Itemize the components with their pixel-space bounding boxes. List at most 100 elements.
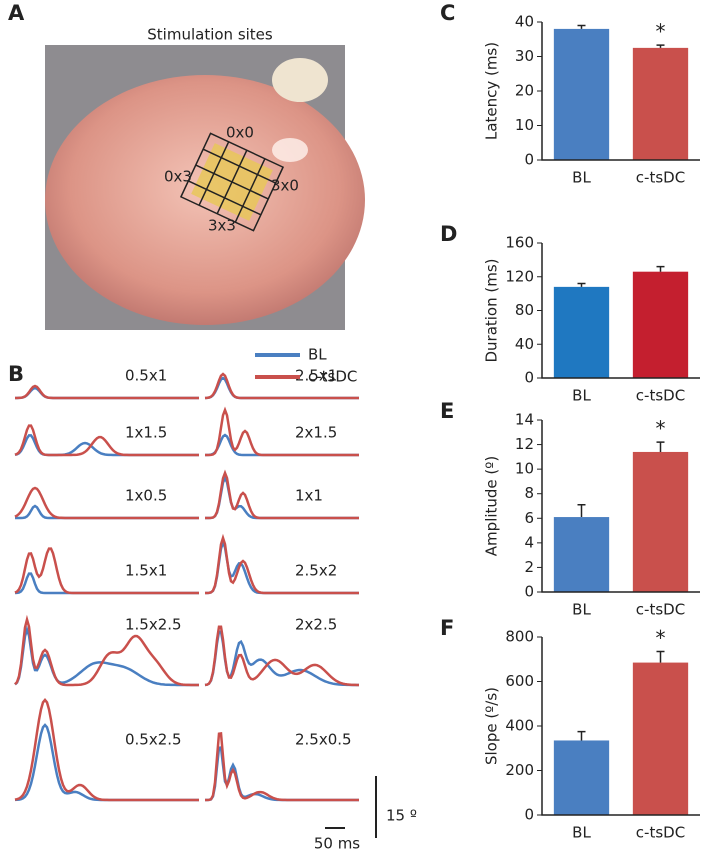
y-tick-label: 40 <box>515 335 534 353</box>
y-tick-label: 0 <box>524 369 534 387</box>
x-tick-label: BL <box>572 601 591 619</box>
y-tick-label: 400 <box>505 717 534 735</box>
error-bar <box>656 441 665 452</box>
axes <box>541 243 700 379</box>
traces: 0.5x1 2.5x1 1x1.5 2x1.5 1x0.5 1x1 1.5x1 2.5x2 1.… <box>14 367 359 802</box>
y-axis-label: Latency (ms) <box>483 42 501 140</box>
y-tick-label: 2 <box>524 558 534 576</box>
trace <box>14 698 199 802</box>
y-tick-label: 200 <box>505 761 534 779</box>
error-bar <box>577 730 586 741</box>
trace <box>14 547 199 595</box>
x-tick-label: c-tsDC <box>636 387 685 405</box>
olfactory-bulb <box>272 58 328 102</box>
annotation: * <box>656 417 666 441</box>
y-tick-label: 12 <box>515 435 534 453</box>
error-bar <box>577 504 586 518</box>
annotation: * <box>656 626 666 650</box>
y-tick-label: 600 <box>505 672 534 690</box>
y-tick-label: 14 <box>515 411 534 429</box>
y-axis-label: Amplitude (º) <box>483 456 501 556</box>
error-bar <box>577 282 586 287</box>
bar <box>632 47 689 160</box>
site-label: 3x0 <box>271 177 299 195</box>
trace-label: 1x1.5 <box>125 424 167 442</box>
stimulation-grid <box>179 132 285 232</box>
bar <box>632 271 689 378</box>
y-tick-label: 0 <box>524 806 534 824</box>
bar <box>553 517 610 592</box>
trace <box>205 746 359 802</box>
axes <box>541 420 700 593</box>
trace <box>15 384 199 400</box>
scale-label-x: 50 ms <box>314 835 360 853</box>
error-bar <box>656 44 665 48</box>
error-bar <box>656 265 665 272</box>
panel-label: C <box>440 1 455 25</box>
y-tick-label: 800 <box>505 628 534 646</box>
bar <box>632 662 689 815</box>
y-axis-label: Duration (ms) <box>483 258 501 362</box>
trace-label: 2.5x2 <box>295 562 337 580</box>
site-label: 0x3 <box>164 168 192 186</box>
trace <box>205 406 359 457</box>
x-tick-label: BL <box>572 824 591 842</box>
panel-label: D <box>440 222 457 246</box>
y-tick-label: 160 <box>505 234 534 252</box>
y-axis-label: Slope (º/s) <box>483 687 501 765</box>
y-tick-label: 80 <box>515 301 534 319</box>
error-bar <box>577 24 586 29</box>
bar <box>632 451 689 592</box>
y-tick-label: 10 <box>515 460 534 478</box>
y-tick-label: 8 <box>524 484 534 502</box>
bar <box>553 28 610 161</box>
y-tick-label: 4 <box>524 533 534 551</box>
y-tick-label: 0 <box>524 583 534 601</box>
x-tick-label: c-tsDC <box>636 824 685 842</box>
trace <box>14 625 199 687</box>
trace <box>204 625 359 687</box>
y-tick-label: 120 <box>505 267 534 285</box>
legend-label: BL <box>308 346 327 364</box>
bar <box>553 286 610 378</box>
site-label: 0x0 <box>226 124 254 142</box>
panel-label: A <box>8 1 25 25</box>
axes <box>541 22 700 161</box>
scale-label-y: 15 º <box>386 807 417 825</box>
trace <box>205 469 359 520</box>
panel-label: B <box>8 362 24 386</box>
y-tick-label: 40 <box>515 13 534 31</box>
legend-label: c-tsDC <box>308 368 357 386</box>
trace-label: 2.5x1 <box>295 367 337 385</box>
x-tick-label: BL <box>572 169 591 187</box>
x-tick-label: c-tsDC <box>636 169 685 187</box>
trace <box>204 372 359 400</box>
trace <box>205 533 359 595</box>
trace <box>205 731 359 802</box>
panel-title: Stimulation sites <box>147 26 273 44</box>
trace-label: 0.5x2.5 <box>125 731 182 749</box>
trace-label: 2x1.5 <box>295 424 337 442</box>
panel-label: F <box>440 616 454 640</box>
x-tick-label: c-tsDC <box>636 601 685 619</box>
trace <box>14 486 199 520</box>
trace-label: 1.5x2.5 <box>125 616 182 634</box>
trace-label: 2x2.5 <box>295 616 337 634</box>
annotation: * <box>656 20 666 44</box>
trace-label: 1x0.5 <box>125 487 167 505</box>
bar <box>553 740 610 815</box>
x-tick-label: BL <box>572 387 591 405</box>
error-bar <box>656 650 665 663</box>
trace <box>14 424 199 457</box>
trace-label: 0.5x1 <box>125 367 167 385</box>
panel-label: E <box>440 399 454 423</box>
trace <box>14 572 199 595</box>
y-tick-label: 0 <box>524 151 534 169</box>
y-tick-label: 6 <box>524 509 534 527</box>
axes <box>541 637 700 816</box>
y-tick-label: 20 <box>515 82 534 100</box>
trace <box>15 504 199 520</box>
y-tick-label: 10 <box>515 116 534 134</box>
trace-label: 1.5x1 <box>125 562 167 580</box>
